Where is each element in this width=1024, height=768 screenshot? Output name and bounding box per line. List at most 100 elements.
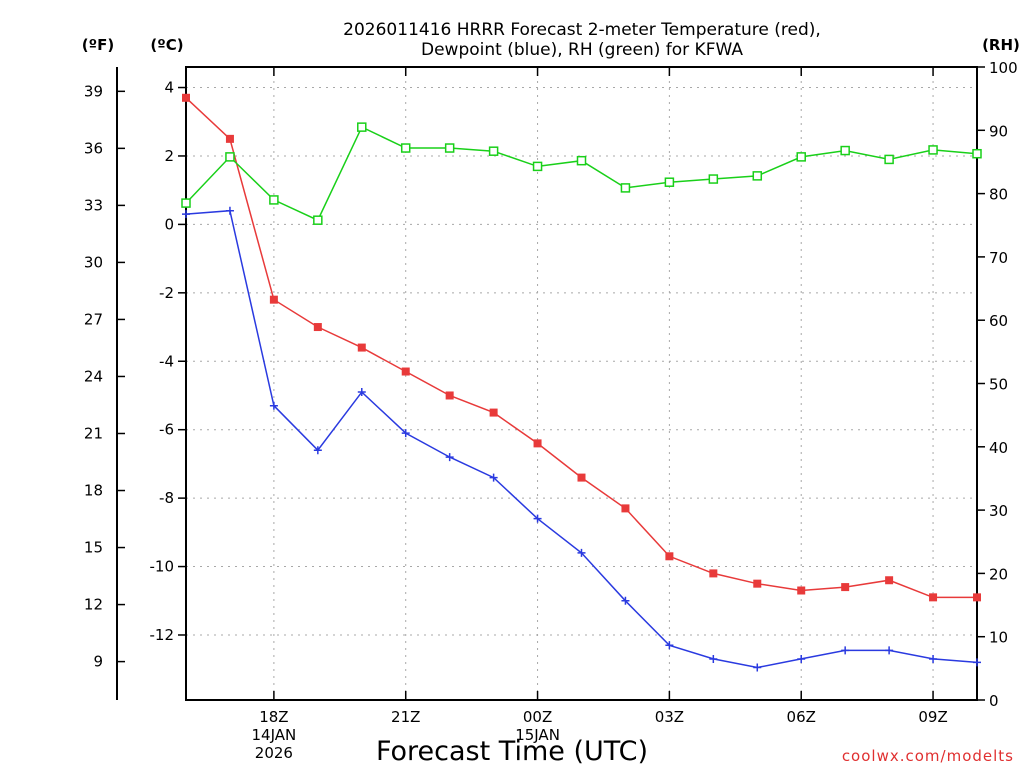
temperature-point xyxy=(225,134,234,143)
dewpoint-point xyxy=(445,453,454,462)
fahrenheit-tick-label: 39 xyxy=(84,82,103,100)
rh-tick-label: 80 xyxy=(989,186,1008,204)
fahrenheit-tick-label: 12 xyxy=(84,596,103,614)
temperature-point xyxy=(973,593,981,602)
rh-point xyxy=(664,177,675,187)
dewpoint-point xyxy=(533,514,542,523)
temperature-line xyxy=(185,97,977,599)
temperature-point xyxy=(182,93,190,102)
rh-point xyxy=(357,122,367,132)
dewpoint-point xyxy=(225,206,234,215)
fahrenheit-tick-label: 33 xyxy=(84,196,103,214)
dewpoint-point xyxy=(621,596,630,605)
x-tick-label: 03Z xyxy=(655,708,684,726)
rh-tick-label: 100 xyxy=(989,59,1018,77)
fahrenheit-tick-label: 27 xyxy=(84,310,103,328)
x-tick-label: 00Z xyxy=(523,708,552,726)
rh-point xyxy=(708,174,719,184)
rh-point xyxy=(796,152,806,162)
x-tick-label: 15JAN xyxy=(515,726,560,744)
temperature-point xyxy=(269,295,278,304)
temperature-point xyxy=(885,576,894,585)
dewpoint-point xyxy=(182,210,190,219)
rh-point xyxy=(928,145,938,155)
dewpoint-point xyxy=(709,654,718,663)
rh-point xyxy=(620,183,631,193)
dewpoint-point xyxy=(841,646,850,655)
rh-point xyxy=(269,195,279,205)
rh-tick-label: 50 xyxy=(989,376,1008,394)
dewpoint-point xyxy=(269,401,278,410)
grid-lines xyxy=(186,67,977,700)
x-tick-label: 2026 xyxy=(255,744,293,762)
fahrenheit-tick-label: 36 xyxy=(84,139,103,157)
temperature-point xyxy=(621,504,630,513)
credit-text: coolwx.com/modelts xyxy=(842,747,1014,765)
rh-tick-label: 20 xyxy=(989,565,1008,583)
temperature-point xyxy=(929,593,938,602)
dewpoint-point xyxy=(973,658,981,667)
temperature-point xyxy=(445,391,454,400)
celsius-tick-label: -12 xyxy=(150,626,175,644)
dewpoint-point xyxy=(401,429,410,438)
rh-point xyxy=(181,198,191,208)
dewpoint-point xyxy=(357,388,366,397)
fahrenheit-tick-label: 15 xyxy=(84,539,103,557)
temperature-point xyxy=(709,569,718,578)
rh-tick-label: 90 xyxy=(989,122,1008,140)
rh-point xyxy=(576,155,587,166)
dewpoint-point xyxy=(753,663,762,672)
celsius-axis-unit: (ºC) xyxy=(150,36,183,54)
rh-point xyxy=(884,154,894,165)
x-tick-label: 21Z xyxy=(391,708,420,726)
rh-point xyxy=(400,143,411,153)
axes: 420-2-4-6-8-10-1239363330272421181512910… xyxy=(84,59,1018,762)
rh-line xyxy=(185,126,978,222)
temperature-point xyxy=(533,439,542,448)
celsius-tick-label: -10 xyxy=(150,558,175,576)
temperature-point xyxy=(841,583,850,592)
dewpoint-point xyxy=(489,473,498,482)
chart-title: 2026011416 HRRR Forecast 2-meter Tempera… xyxy=(343,20,821,60)
celsius-tick-label: -8 xyxy=(159,489,174,507)
rh-tick-label: 40 xyxy=(989,439,1008,457)
dewpoint-point xyxy=(577,548,586,557)
temperature-point xyxy=(357,343,366,352)
temperature-point xyxy=(313,323,322,332)
dewpoint-point xyxy=(665,641,674,650)
x-tick-label: 18Z xyxy=(259,708,288,726)
temperature-point xyxy=(665,552,674,561)
fahrenheit-tick-label: 24 xyxy=(84,367,103,385)
dewpoint-point xyxy=(313,446,322,455)
temperature-point xyxy=(577,473,586,482)
fahrenheit-tick-label: 18 xyxy=(84,482,103,500)
temperature-point xyxy=(753,579,762,588)
chart-title-line-2: Dewpoint (blue), RH (green) for KFWA xyxy=(421,40,743,60)
rh-point xyxy=(972,148,982,159)
celsius-tick-label: -6 xyxy=(159,421,174,439)
rh-point xyxy=(225,152,235,162)
rh-point xyxy=(444,143,455,153)
rh-point xyxy=(840,145,850,156)
dewpoint-line xyxy=(185,209,978,669)
celsius-tick-label: 2 xyxy=(164,147,174,165)
rh-tick-label: 30 xyxy=(989,502,1008,520)
series-layer xyxy=(181,93,982,672)
rh-axis-unit: (RH) xyxy=(982,36,1020,54)
fahrenheit-tick-label: 21 xyxy=(84,424,103,442)
dewpoint-point xyxy=(797,654,806,663)
celsius-tick-label: 0 xyxy=(164,215,174,233)
dewpoint-point xyxy=(929,654,938,663)
rh-tick-label: 0 xyxy=(989,692,999,710)
rh-tick-label: 70 xyxy=(989,249,1008,267)
celsius-tick-label: -2 xyxy=(159,284,174,302)
fahrenheit-tick-label: 30 xyxy=(84,253,103,271)
celsius-tick-label: -4 xyxy=(159,352,174,370)
rh-tick-label: 60 xyxy=(989,312,1008,330)
celsius-tick-label: 4 xyxy=(164,79,174,97)
x-axis-label: Forecast Time (UTC) xyxy=(376,736,648,767)
rh-point xyxy=(752,171,763,181)
rh-point xyxy=(488,146,499,156)
fahrenheit-tick-label: 9 xyxy=(93,653,103,671)
